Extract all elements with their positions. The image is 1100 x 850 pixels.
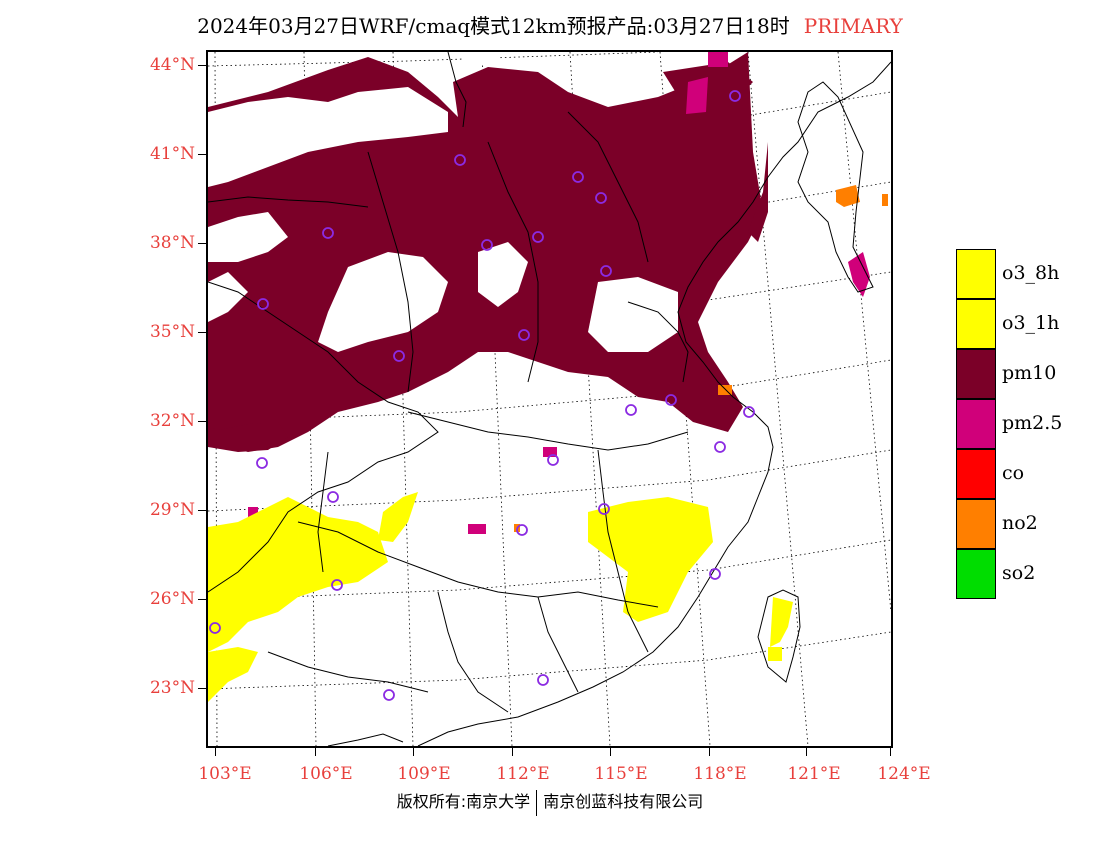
lat-tick [198,510,206,511]
legend-item-pm25: pm2.5 [956,399,1086,449]
lat-label-44: 44°N [149,55,195,75]
legend-label: o3_8h [1002,262,1060,284]
boundaries [208,52,891,746]
o3-region [208,492,793,702]
lat-label-23: 23°N [149,678,195,698]
legend-item-no2: no2 [956,499,1086,549]
lat-tick [198,599,206,600]
legend-label: pm2.5 [1002,412,1063,434]
legend-swatch [956,349,996,399]
lat-tick [198,154,206,155]
lat-tick [198,421,206,422]
lat-label-35: 35°N [149,322,195,342]
lat-tick [198,65,206,66]
legend-item-o3-1h: o3_1h [956,299,1086,349]
legend-label: so2 [1002,562,1036,584]
lon-tick [806,748,807,756]
lon-tick [610,748,611,756]
legend-swatch [956,399,996,449]
legend-swatch [956,499,996,549]
title-primary-tag: PRIMARY [803,14,903,38]
pollution-map[interactable] [206,50,893,748]
legend-label: co [1002,462,1025,484]
lon-label-118: 118°E [693,764,747,784]
map-canvas [208,52,891,746]
station-markers [209,90,755,701]
lon-label-109: 109°E [397,764,451,784]
lon-label-115: 115°E [594,764,648,784]
footer-divider [536,789,538,816]
legend-swatch [956,249,996,299]
footer-copyright: 版权所有:南京大学 [396,792,531,811]
lon-label-112: 112°E [496,764,550,784]
lon-tick [215,748,216,756]
legend-swatch [956,449,996,499]
lon-tick [890,748,891,756]
lat-label-29: 29°N [149,500,195,520]
lat-tick [198,332,206,333]
legend-label: o3_1h [1002,312,1060,334]
legend-swatch [956,299,996,349]
legend-item-pm10: pm10 [956,349,1086,399]
pm10-gaps [208,52,678,352]
lat-tick [198,688,206,689]
lon-label-121: 121°E [787,764,841,784]
legend-swatch [956,549,996,599]
copyright-footer: 版权所有:南京大学 南京创蓝科技有限公司 [0,788,1100,816]
legend-item-co: co [956,449,1086,499]
lon-tick [413,748,414,756]
lat-label-38: 38°N [149,233,195,253]
lat-label-32: 32°N [149,411,195,431]
lon-label-124: 124°E [877,764,931,784]
lat-label-26: 26°N [149,589,195,609]
title-text: 2024年03月27日WRF/cmaq模式12km预报产品:03月27日18时 [197,14,790,38]
lon-tick [709,748,710,756]
legend-label: pm10 [1002,362,1057,384]
lon-tick [512,748,513,756]
lat-tick [198,243,206,244]
lon-label-103: 103°E [198,764,252,784]
legend-item-o3-8h: o3_8h [956,249,1086,299]
map-title: 2024年03月27日WRF/cmaq模式12km预报产品:03月27日18时 P… [0,10,1100,39]
footer-company: 南京创蓝科技有限公司 [543,792,704,811]
legend-label: no2 [1002,512,1038,534]
lon-label-106: 106°E [299,764,353,784]
lat-label-41: 41°N [149,144,195,164]
lon-tick [315,748,316,756]
legend-item-so2: so2 [956,549,1086,599]
